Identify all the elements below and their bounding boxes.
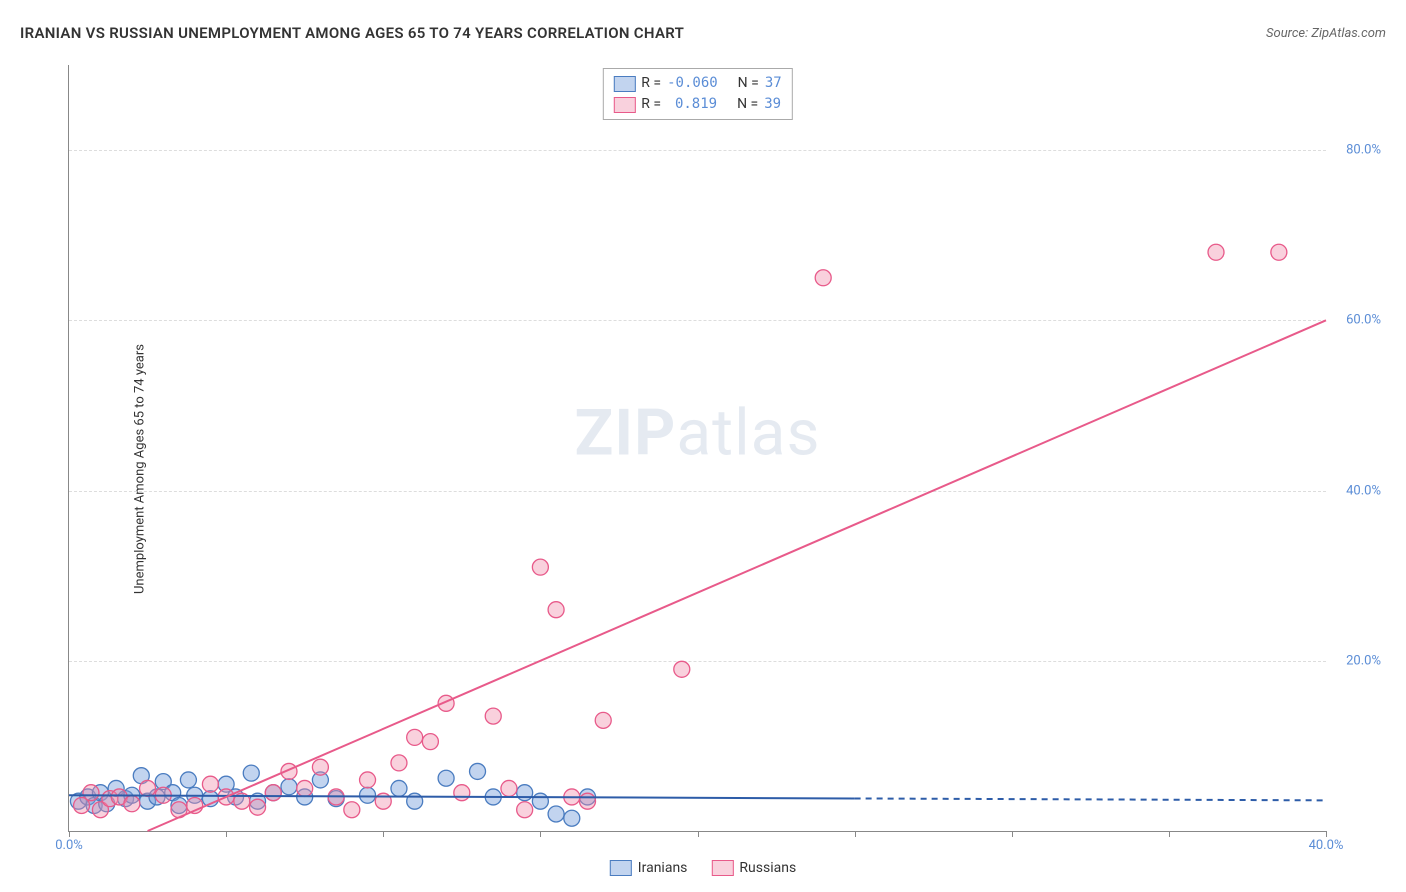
y-tick-label: 20.0% xyxy=(1346,653,1381,668)
legend-item-russians: Russians xyxy=(711,860,796,876)
legend-swatch-russians xyxy=(711,860,733,876)
x-tick-label: 40.0% xyxy=(1309,838,1344,853)
swatch-iranians xyxy=(613,76,635,92)
legend-swatch-iranians xyxy=(610,860,632,876)
r-value-iranians: -0.060 xyxy=(667,73,718,94)
source-label: Source: ZipAtlas.com xyxy=(1266,26,1386,41)
x-tick-label: 0.0% xyxy=(55,838,83,853)
n-value-iranians: 37 xyxy=(765,73,782,94)
swatch-russians xyxy=(613,97,635,113)
y-tick-label: 60.0% xyxy=(1346,313,1381,328)
chart-title: IRANIAN VS RUSSIAN UNEMPLOYMENT AMONG AG… xyxy=(20,24,684,42)
plot-area: ZIPatlas R = -0.060 N = 37 R = 0.819 N =… xyxy=(68,65,1326,832)
n-value-russians: 39 xyxy=(764,94,781,115)
y-tick-label: 40.0% xyxy=(1346,483,1381,498)
legend-row-iranians: R = -0.060 N = 37 xyxy=(613,73,781,94)
chart-container: Unemployment Among Ages 65 to 74 years Z… xyxy=(20,55,1386,882)
correlation-legend: R = -0.060 N = 37 R = 0.819 N = 39 xyxy=(602,68,792,120)
series-legend: Iranians Russians xyxy=(610,860,796,876)
legend-row-russians: R = 0.819 N = 39 xyxy=(613,94,781,115)
scatter-plot-svg xyxy=(69,65,1326,831)
r-value-russians: 0.819 xyxy=(667,94,717,115)
legend-item-iranians: Iranians xyxy=(610,860,688,876)
y-tick-label: 80.0% xyxy=(1346,143,1381,158)
